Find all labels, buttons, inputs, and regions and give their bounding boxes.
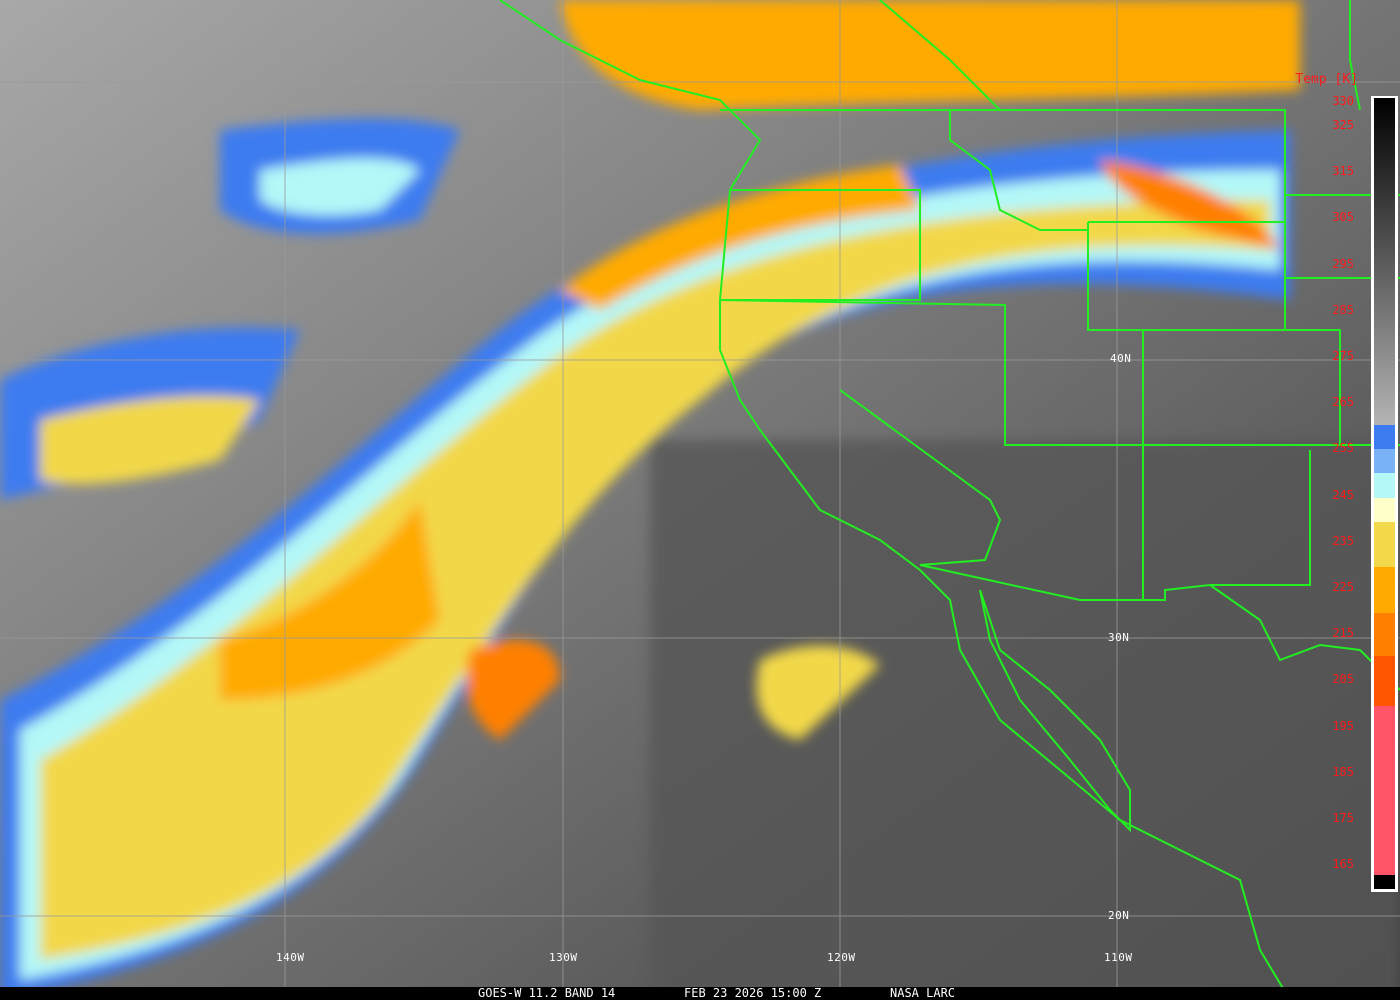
colorbar-band-orange bbox=[1374, 567, 1395, 613]
colorbar-label: 295 bbox=[1332, 256, 1354, 271]
colorbar-band-cream bbox=[1374, 498, 1395, 522]
colorbar-band-light-blue bbox=[1374, 449, 1395, 473]
colorbar-title: Temp [K] bbox=[1295, 72, 1358, 87]
lat-label-30n: 30N bbox=[1108, 631, 1130, 644]
colorbar-band-gray bbox=[1374, 98, 1395, 425]
image-caption-bar: GOES-W 11.2 BAND 14 FEB 23 2026 15:00 Z … bbox=[0, 987, 1400, 1000]
colorbar-label: 195 bbox=[1332, 718, 1354, 733]
colorbar-band-yellow bbox=[1374, 522, 1395, 567]
colorbar-label: 235 bbox=[1332, 533, 1354, 548]
colorbar-label: 330 bbox=[1332, 94, 1354, 108]
lon-label-110w: 110W bbox=[1104, 951, 1133, 964]
colorbar-band-dark-orange bbox=[1374, 613, 1395, 656]
colorbar-label: 265 bbox=[1332, 395, 1354, 410]
colorbar-label: 245 bbox=[1332, 487, 1354, 502]
colorbar-band-red-orange bbox=[1374, 656, 1395, 706]
colorbar-label: 285 bbox=[1332, 302, 1354, 317]
colorbar-band-cyan bbox=[1374, 473, 1395, 498]
colorbar-label: 205 bbox=[1332, 672, 1354, 687]
colorbar-label: 165 bbox=[1332, 857, 1354, 872]
temperature-colorbar bbox=[1371, 96, 1398, 892]
colorbar-label: 185 bbox=[1332, 764, 1354, 779]
lon-label-130w: 130W bbox=[549, 951, 578, 964]
lat-label-40n: 40N bbox=[1110, 352, 1132, 365]
colorbar-label: 175 bbox=[1332, 811, 1354, 825]
lon-label-140w: 140W bbox=[276, 951, 305, 964]
colorbar-label: 325 bbox=[1332, 118, 1354, 132]
lat-label-20n: 20N bbox=[1108, 909, 1130, 922]
colorbar-label: 255 bbox=[1332, 441, 1354, 456]
lon-label-120w: 120W bbox=[827, 951, 856, 964]
colorbar-label: 215 bbox=[1332, 626, 1354, 641]
caption-datetime: FEB 23 2026 15:00 Z bbox=[684, 986, 822, 1000]
colorbar-label: 275 bbox=[1332, 349, 1354, 363]
caption-source: NASA LARC bbox=[890, 986, 956, 1000]
colorbar-label: 225 bbox=[1332, 580, 1354, 594]
colorbar-label: 315 bbox=[1332, 164, 1354, 179]
colorbar-band-pink bbox=[1374, 706, 1395, 875]
colorbar-band-black bbox=[1374, 875, 1395, 889]
caption-satellite: GOES-W 11.2 BAND 14 bbox=[478, 986, 616, 1000]
colorbar-label: 305 bbox=[1332, 210, 1354, 225]
colorbar-band-blue bbox=[1374, 425, 1395, 449]
